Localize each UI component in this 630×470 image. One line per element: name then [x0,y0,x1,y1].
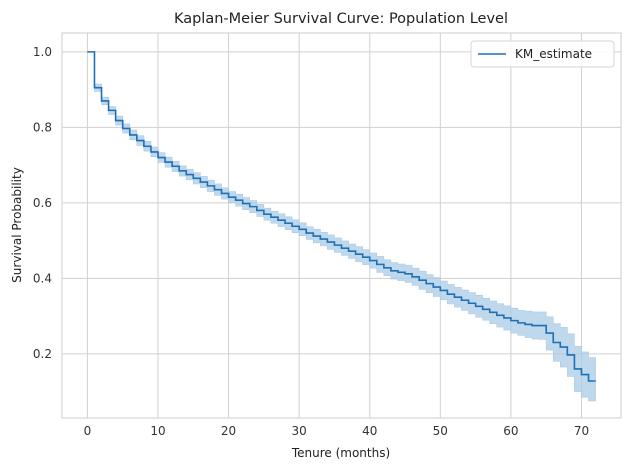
y-tick-label: 0.8 [33,120,52,134]
x-axis-label: Tenure (months) [291,446,390,460]
x-tick-label: 60 [503,424,518,438]
chart-title: Kaplan-Meier Survival Curve: Population … [174,11,508,27]
legend: KM_estimate [470,40,615,68]
y-tick-label: 0.4 [33,271,52,285]
survival-line [87,51,596,382]
legend-box [470,40,615,68]
plot-area [61,32,622,419]
y-axis-label: Survival Probability [10,167,24,283]
x-tick-label: 0 [84,424,92,438]
x-tick-label: 70 [574,424,589,438]
y-axis-ticks: 0.2 0.4 0.6 0.8 1.0 [33,45,52,361]
grid-lines [62,33,621,418]
y-tick-label: 0.6 [33,196,52,210]
x-tick-label: 10 [150,424,165,438]
km-confidence-band [87,51,596,402]
y-tick-label: 0.2 [33,347,52,361]
x-tick-label: 30 [292,424,307,438]
x-axis-ticks: 0 10 20 30 40 50 60 70 [84,424,590,438]
x-tick-label: 20 [221,424,236,438]
x-tick-label: 40 [362,424,377,438]
x-tick-label: 50 [433,424,448,438]
y-tick-label: 1.0 [33,45,52,59]
km-estimate-line [87,51,596,382]
legend-label: KM_estimate [515,47,592,61]
confidence-band [87,51,596,402]
